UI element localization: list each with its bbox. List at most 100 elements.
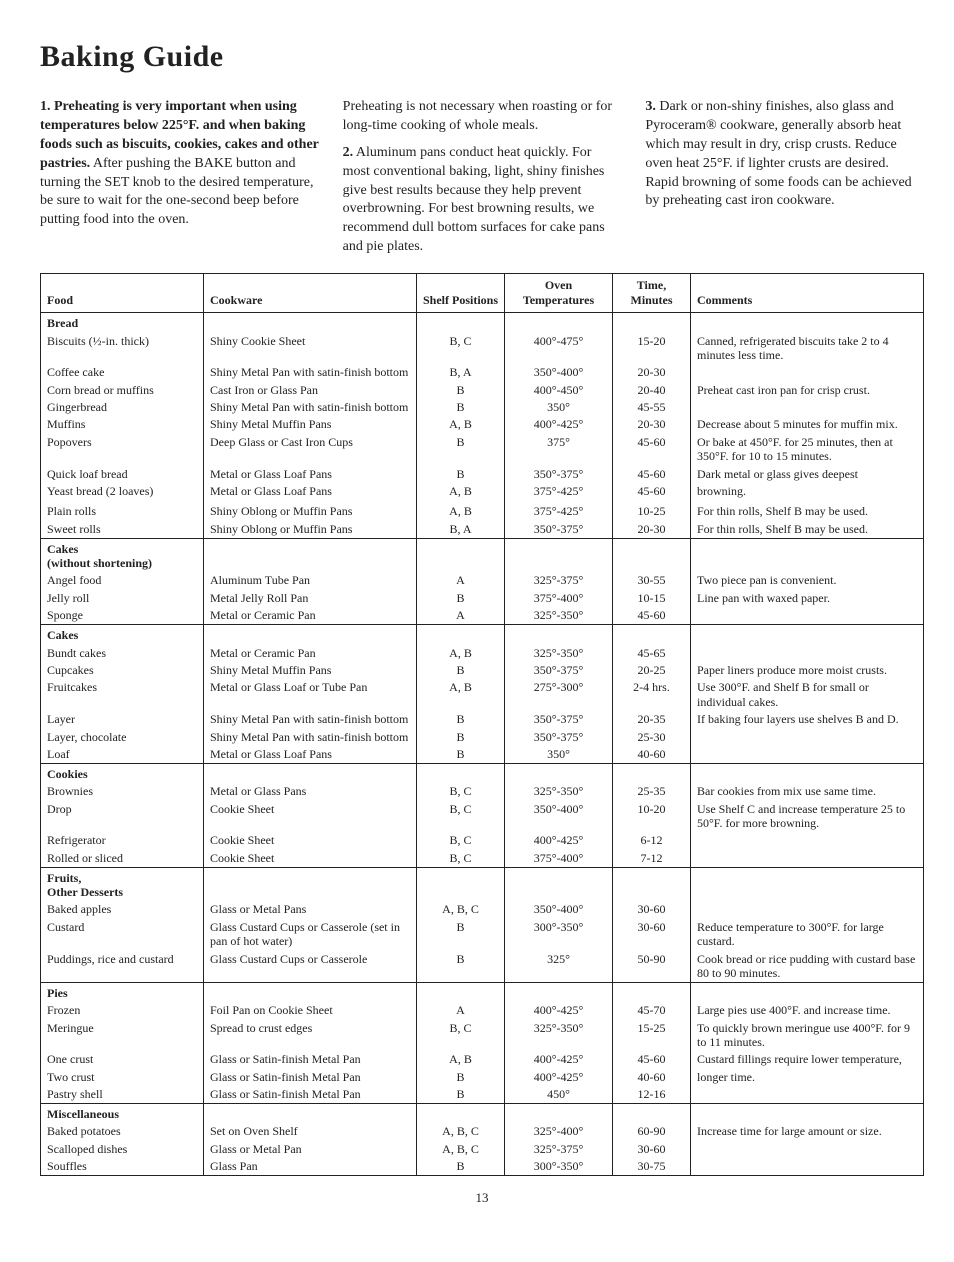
table-cell: Sweet rolls (41, 520, 204, 538)
section-title-cell: Cakes (41, 625, 204, 644)
table-cell: 400°-425° (505, 1002, 613, 1019)
table-row: Quick loaf breadMetal or Glass Loaf Pans… (41, 465, 924, 482)
section-title-cell: Miscellaneous (41, 1104, 204, 1123)
section-title-cell: Cookies (41, 763, 204, 782)
intro-2-p1: Preheating is not necessary when roastin… (343, 98, 622, 136)
table-cell: Scalloped dishes (41, 1140, 204, 1157)
table-cell: B (417, 950, 505, 982)
table-cell: Deep Glass or Cast Iron Cups (204, 433, 417, 465)
section-row: Cookies (41, 763, 924, 782)
table-cell: 45-60 (613, 483, 691, 500)
table-cell: A, B (417, 644, 505, 661)
section-row: Pies (41, 982, 924, 1001)
table-row: One crustGlass or Satin-finish Metal Pan… (41, 1051, 924, 1068)
table-cell: B (417, 728, 505, 745)
table-cell: Glass or Metal Pans (204, 901, 417, 918)
table-row: Rolled or slicedCookie SheetB, C375°-400… (41, 849, 924, 867)
table-cell: For thin rolls, Shelf B may be used. (691, 503, 924, 520)
table-cell: Metal or Glass Loaf Pans (204, 745, 417, 763)
table-cell: Metal or Glass Loaf or Tube Pan (204, 679, 417, 711)
table-cell: 30-60 (613, 1140, 691, 1157)
table-cell: B (417, 745, 505, 763)
table-cell: Glass Custard Cups or Casserole (204, 950, 417, 982)
th-shelf: Shelf Positions (417, 274, 505, 313)
table-cell: Two piece pan is convenient. (691, 572, 924, 589)
table-cell: B (417, 465, 505, 482)
section-title-cell: Pies (41, 982, 204, 1001)
table-row: LayerShiny Metal Pan with satin-finish b… (41, 711, 924, 728)
table-row: DropCookie SheetB, C350°-400°10-20Use Sh… (41, 800, 924, 832)
table-cell: Metal or Glass Loaf Pans (204, 483, 417, 500)
table-cell: Angel food (41, 572, 204, 589)
table-cell: B (417, 711, 505, 728)
table-cell (691, 644, 924, 661)
table-cell: Cupcakes (41, 661, 204, 678)
table-row: Corn bread or muffinsCast Iron or Glass … (41, 381, 924, 398)
table-row: Layer, chocolateShiny Metal Pan with sat… (41, 728, 924, 745)
th-cookware: Cookware (204, 274, 417, 313)
table-row: Two crustGlass or Satin-finish Metal Pan… (41, 1068, 924, 1085)
table-row: MuffinsShiny Metal Muffin PansA, B400°-4… (41, 416, 924, 433)
table-cell: 20-40 (613, 381, 691, 398)
table-cell (691, 399, 924, 416)
table-cell: B, C (417, 832, 505, 849)
table-cell: 40-60 (613, 1068, 691, 1085)
table-cell: 400°-450° (505, 381, 613, 398)
table-cell: 20-30 (613, 520, 691, 538)
table-cell: 350°-400° (505, 901, 613, 918)
section-title-cell: Cakes(without shortening) (41, 538, 204, 572)
table-cell: Shiny Metal Pan with satin-finish bottom (204, 364, 417, 381)
intro-columns: 1. Preheating is very important when usi… (40, 98, 924, 257)
table-cell: Quick loaf bread (41, 465, 204, 482)
th-comments: Comments (691, 274, 924, 313)
table-cell: 40-60 (613, 745, 691, 763)
intro-col-1: 1. Preheating is very important when usi… (40, 98, 319, 257)
table-cell: Aluminum Tube Pan (204, 572, 417, 589)
table-row: GingerbreadShiny Metal Pan with satin-fi… (41, 399, 924, 416)
table-cell: Baked potatoes (41, 1123, 204, 1140)
table-cell: B (417, 399, 505, 416)
table-row: CustardGlass Custard Cups or Casserole (… (41, 918, 924, 950)
table-cell: 45-65 (613, 644, 691, 661)
table-cell: Glass or Satin-finish Metal Pan (204, 1086, 417, 1104)
table-cell: 350°-375° (505, 465, 613, 482)
table-cell: 45-70 (613, 1002, 691, 1019)
table-cell: Shiny Cookie Sheet (204, 332, 417, 364)
table-cell: Gingerbread (41, 399, 204, 416)
table-cell: Preheat cast iron pan for crisp crust. (691, 381, 924, 398)
table-cell: Glass Pan (204, 1158, 417, 1176)
table-cell: Sponge (41, 607, 204, 625)
table-cell (691, 832, 924, 849)
table-cell: Frozen (41, 1002, 204, 1019)
th-oven: Oven Temperatures (505, 274, 613, 313)
intro-col-3: 3. Dark or non-shiny finishes, also glas… (645, 98, 924, 257)
table-cell: 325° (505, 950, 613, 982)
table-cell: Or bake at 450°F. for 25 minutes, then a… (691, 433, 924, 465)
table-cell: If baking four layers use shelves B and … (691, 711, 924, 728)
table-cell: Plain rolls (41, 503, 204, 520)
table-cell: 15-20 (613, 332, 691, 364)
table-cell (691, 1140, 924, 1157)
table-cell: Set on Oven Shelf (204, 1123, 417, 1140)
table-cell (691, 607, 924, 625)
table-cell: Decrease about 5 minutes for muffin mix. (691, 416, 924, 433)
table-cell: Dark metal or glass gives deepest (691, 465, 924, 482)
table-row: Plain rollsShiny Oblong or Muffin PansA,… (41, 503, 924, 520)
table-cell: Souffles (41, 1158, 204, 1176)
table-cell: 45-60 (613, 607, 691, 625)
table-cell: Line pan with waxed paper. (691, 589, 924, 606)
table-row: RefrigeratorCookie SheetB, C400°-425°6-1… (41, 832, 924, 849)
table-cell: Metal Jelly Roll Pan (204, 589, 417, 606)
table-cell: Jelly roll (41, 589, 204, 606)
th-food: Food (41, 274, 204, 313)
table-row: SpongeMetal or Ceramic PanA325°-350°45-6… (41, 607, 924, 625)
table-cell: 325°-375° (505, 1140, 613, 1157)
table-cell: Cookie Sheet (204, 832, 417, 849)
table-cell: 350° (505, 399, 613, 416)
table-cell: B, C (417, 332, 505, 364)
table-cell: Shiny Metal Pan with satin-finish bottom (204, 399, 417, 416)
table-cell: 15-25 (613, 1019, 691, 1051)
table-cell: 300°-350° (505, 1158, 613, 1176)
table-cell: 400°-425° (505, 416, 613, 433)
table-cell: B, C (417, 849, 505, 867)
